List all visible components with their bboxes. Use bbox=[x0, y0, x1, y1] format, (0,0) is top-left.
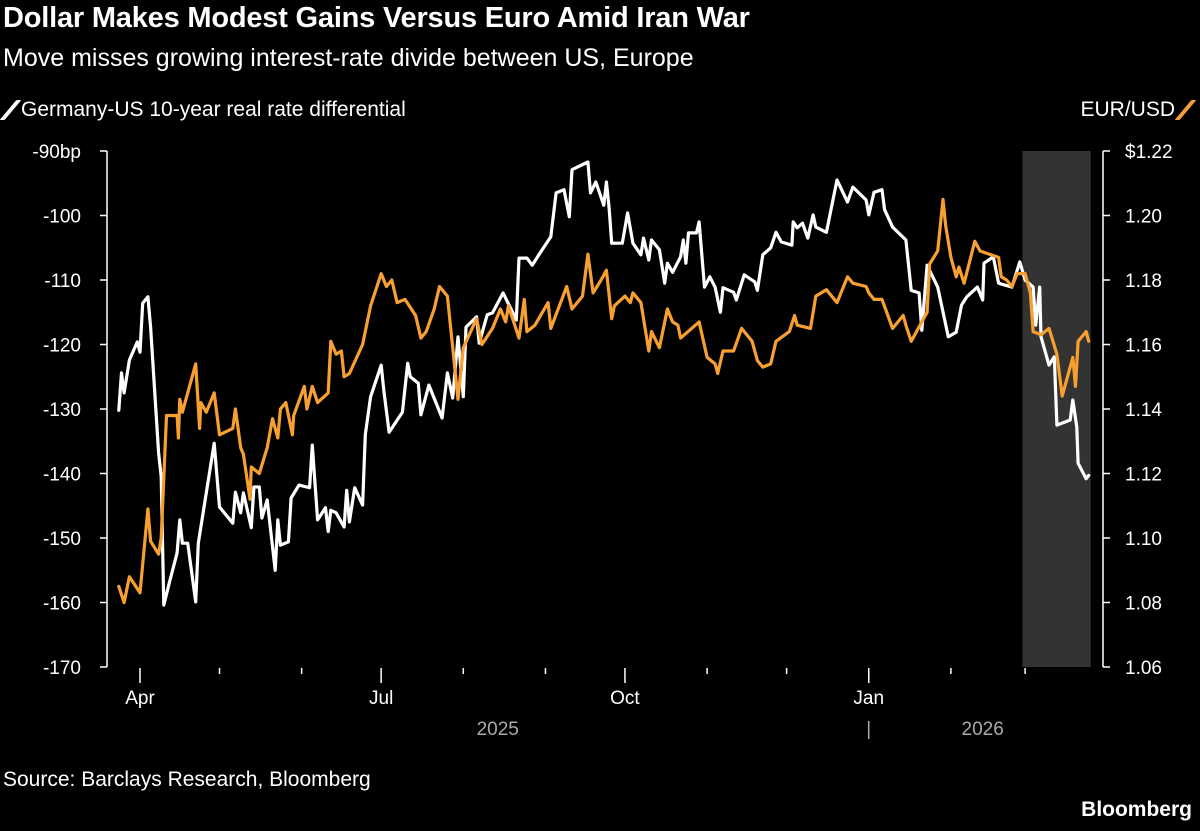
left-axis-tick-label: -140 bbox=[43, 465, 81, 486]
right-axis-tick-label: 1.14 bbox=[1125, 400, 1162, 421]
chart-title: Dollar Makes Modest Gains Versus Euro Am… bbox=[3, 2, 750, 34]
legend-label: Germany-US 10-year real rate differentia… bbox=[21, 98, 406, 121]
chart-subtitle: Move misses growing interest-rate divide… bbox=[3, 44, 694, 72]
left-axis-tick-label: -120 bbox=[43, 336, 81, 357]
bloomberg-logo: Bloomberg bbox=[1081, 798, 1192, 821]
x-axis-year-label: 2025 bbox=[477, 719, 519, 740]
x-axis-tick-label: Apr bbox=[125, 688, 155, 709]
x-axis-tick-label: Oct bbox=[610, 688, 640, 709]
x-axis-tick-label: Jan bbox=[853, 688, 884, 709]
source-note: Source: Barclays Research, Bloomberg bbox=[3, 768, 371, 791]
right-axis-tick-label: 1.08 bbox=[1125, 594, 1162, 615]
legend-label: EUR/USD bbox=[1080, 98, 1175, 121]
right-axis-tick-label: 1.12 bbox=[1125, 465, 1162, 486]
x-axis-year-label: 2026 bbox=[962, 719, 1004, 740]
right-axis-tick-label: 1.10 bbox=[1125, 529, 1162, 550]
left-axis-tick-label: -110 bbox=[44, 271, 81, 292]
left-axis-tick-label: -170 bbox=[43, 658, 81, 679]
left-axis-tick-label: -150 bbox=[43, 529, 81, 550]
right-axis-tick-label: $1.22 bbox=[1125, 142, 1173, 163]
x-axis-tick-label: Jul bbox=[369, 688, 393, 709]
legend-item-eurusd: EUR/USD bbox=[1080, 98, 1197, 122]
right-axis-tick-label: 1.06 bbox=[1125, 658, 1162, 679]
right-axis-tick-label: 1.20 bbox=[1125, 207, 1162, 228]
left-axis-tick-label: -130 bbox=[43, 400, 81, 421]
x-axis-year-label: | bbox=[866, 719, 871, 740]
legend-item-rate-differential: Germany-US 10-year real rate differentia… bbox=[0, 98, 406, 122]
series-line-eurusd bbox=[117, 197, 1091, 605]
left-axis-tick-label: -90bp bbox=[32, 142, 81, 163]
right-axis-tick-label: 1.18 bbox=[1125, 271, 1162, 292]
left-axis-tick-label: -160 bbox=[43, 594, 81, 615]
right-axis-tick-label: 1.16 bbox=[1125, 336, 1162, 357]
left-axis-tick-label: -100 bbox=[43, 207, 81, 228]
series-line-rate-differential bbox=[117, 160, 1091, 607]
